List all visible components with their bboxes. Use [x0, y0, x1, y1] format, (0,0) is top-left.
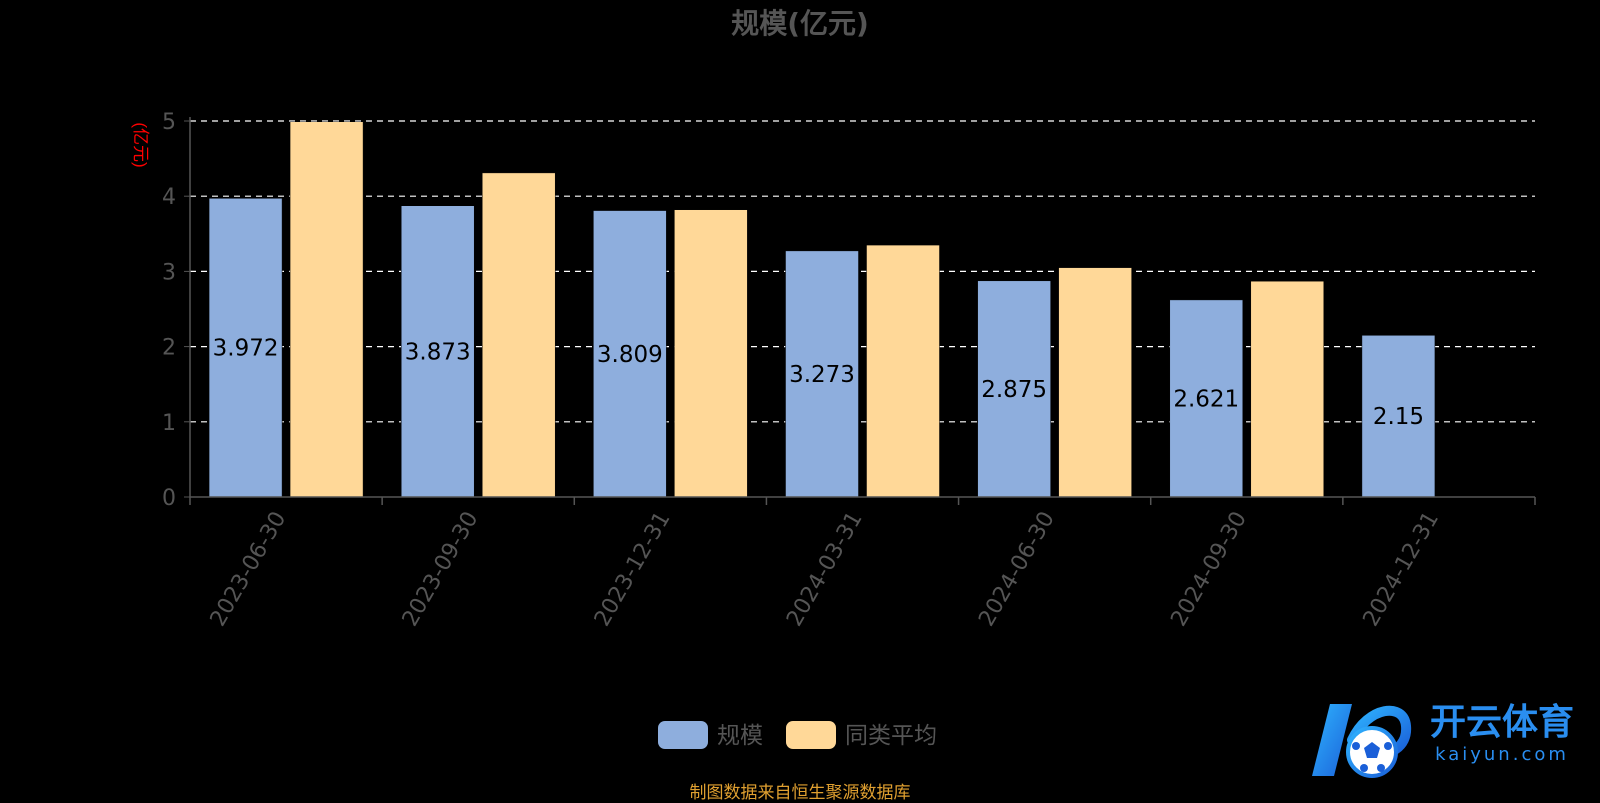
bar-peer-average [481, 172, 556, 498]
x-tick-label: 2024-06-30 [974, 508, 1060, 631]
bar-scale [400, 205, 475, 498]
legend-label-peer-average[interactable]: 同类平均 [845, 723, 937, 749]
grid-lines [190, 120, 1535, 423]
bar-scale [1169, 299, 1244, 498]
x-tick-label: 2023-12-31 [590, 508, 676, 631]
legend-label-scale[interactable]: 规模 [717, 723, 763, 749]
source-note: 制图数据来自恒生聚源数据库 [689, 783, 911, 803]
bar-scale [977, 280, 1051, 498]
x-tick-label: 2024-03-31 [782, 508, 868, 631]
bar-scale [208, 198, 283, 498]
bar-scale [593, 210, 667, 498]
y-tick-label: 1 [162, 411, 176, 436]
bar-peer-average [866, 244, 940, 498]
kaiyun-logo: 开云体育 kaiyun.com [1312, 702, 1574, 778]
x-tick-label: 2024-09-30 [1166, 508, 1252, 631]
legend-swatch-scale[interactable] [658, 721, 708, 749]
x-tick-label: 2024-12-31 [1359, 508, 1445, 631]
data-label: 2.15 [1373, 404, 1424, 430]
chart-title: 规模(亿元) [731, 7, 869, 40]
y-tick-label: 4 [162, 185, 176, 210]
data-label: 2.621 [1173, 386, 1239, 412]
legend-swatch-peer-average[interactable] [786, 721, 836, 749]
y-tick-label: 0 [162, 486, 176, 511]
bar-scale [785, 250, 859, 498]
data-label: 3.873 [405, 339, 471, 365]
x-tick-label: 2023-09-30 [398, 508, 484, 631]
data-label: 3.972 [213, 336, 279, 362]
data-label: 3.273 [789, 362, 855, 388]
y-axis-label: (亿元) [131, 122, 150, 167]
bar-peer-average [1058, 267, 1132, 498]
legend[interactable]: 规模 同类平均 [658, 721, 937, 749]
watermark-brand: 开云体育 [1430, 702, 1574, 743]
watermark-domain: kaiyun.com [1435, 744, 1569, 765]
y-tick-label: 2 [162, 336, 176, 361]
data-label: 3.809 [597, 342, 663, 368]
bars [208, 121, 1436, 498]
y-tick-label: 3 [162, 260, 176, 285]
bar-scale [1361, 335, 1436, 498]
x-tick-label: 2023-06-30 [206, 508, 292, 631]
y-tick-label: 5 [162, 110, 176, 135]
bar-peer-average [1250, 280, 1325, 498]
logo-k-stroke-icon [1312, 704, 1352, 776]
data-label: 2.875 [981, 377, 1047, 403]
data-labels: 3.972 3.873 3.809 3.273 2.875 2.621 2.15 [213, 336, 1424, 431]
bar-peer-average [674, 209, 748, 498]
bar-peer-average [289, 121, 364, 498]
